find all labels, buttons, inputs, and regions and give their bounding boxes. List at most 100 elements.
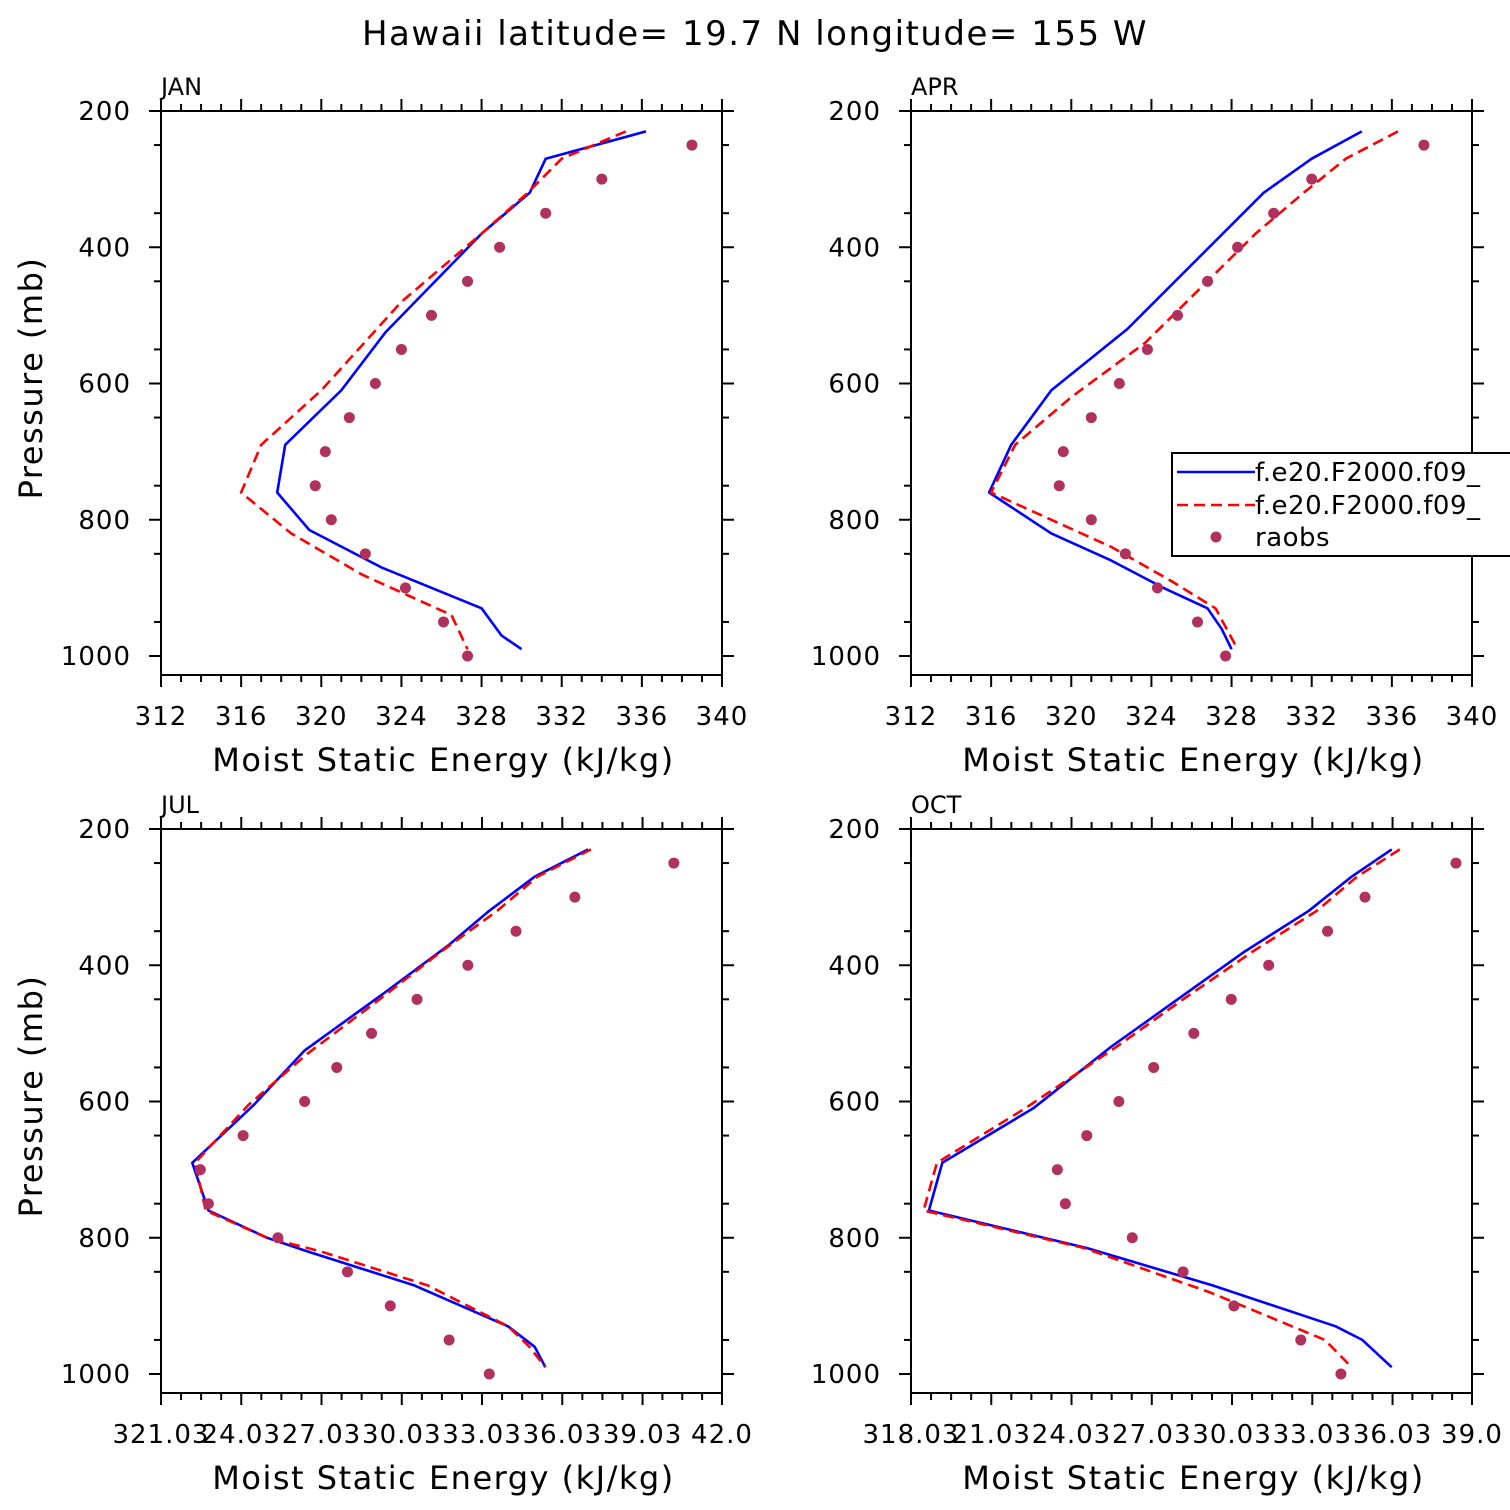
x-tick-label: 312 xyxy=(885,702,938,732)
series-group xyxy=(987,130,1430,662)
y-tick-label: 600 xyxy=(828,370,881,400)
raobs-point xyxy=(1148,1061,1160,1073)
y-tick-label: 800 xyxy=(828,1224,881,1254)
raobs-point xyxy=(494,241,506,253)
series-group xyxy=(239,130,698,662)
raobs-point xyxy=(1322,925,1334,937)
raobs-point xyxy=(425,309,437,321)
raobs-point xyxy=(1113,378,1125,389)
x-axis-title: Moist Static Energy (kJ/kg) xyxy=(962,1459,1424,1497)
plot-frame xyxy=(160,110,723,676)
raobs-point xyxy=(1268,207,1280,219)
raobs-point xyxy=(1335,1368,1347,1380)
panel-label: APR xyxy=(911,73,959,101)
x-tick-label: 27.03 xyxy=(282,1420,361,1450)
x-tick-label: 33.03 xyxy=(442,1420,521,1450)
x-tick-label: 321.03 xyxy=(113,1420,210,1450)
x-tick-label: 332 xyxy=(535,702,588,732)
x-tick-label: 320 xyxy=(1045,702,1098,732)
y-tick-label: 400 xyxy=(828,233,881,263)
raobs-point xyxy=(1228,1300,1240,1312)
x-tick-label: 42.0 xyxy=(691,1420,753,1450)
figure-title: Hawaii latitude= 19.7 N longitude= 155 W xyxy=(362,14,1148,54)
panel-jan: JAN 312 316 320 324 328 332 336 340 200 400 600 800 1… xyxy=(12,73,749,779)
raobs-point xyxy=(1220,650,1232,662)
x-tick-label: 21.03 xyxy=(952,1420,1031,1450)
raobs-point xyxy=(1202,275,1214,287)
x-tick-label: 39.03 xyxy=(603,1420,682,1450)
y-axis-title: Pressure (mb) xyxy=(12,975,50,1218)
x-tick-label: 316 xyxy=(965,702,1018,732)
x-tick-label: 320 xyxy=(295,702,348,732)
raobs-point xyxy=(1057,446,1069,458)
x-tick-label: 36.03 xyxy=(1353,1420,1432,1450)
y-axis-title: Pressure (mb) xyxy=(12,257,50,500)
legend-label: f.e20.F2000.f09_ xyxy=(1255,458,1481,488)
raobs-point xyxy=(1225,993,1237,1005)
y-tick-label: 200 xyxy=(828,97,881,127)
raobs-point xyxy=(1085,514,1097,526)
raobs-point xyxy=(309,480,321,492)
raobs-point xyxy=(1051,1164,1063,1176)
plot-frame xyxy=(910,828,1473,1394)
x-tick-label: 24.03 xyxy=(1032,1420,1111,1450)
x-tick-label: 30.03 xyxy=(1192,1420,1271,1450)
raobs-point xyxy=(1119,548,1131,560)
y-tick-label: 600 xyxy=(78,370,131,400)
y-tick-label: 200 xyxy=(78,97,131,127)
x-tick-label: 336 xyxy=(616,702,669,732)
y-tick-label: 600 xyxy=(78,1088,131,1118)
raobs-point xyxy=(1450,857,1462,869)
raobs-point xyxy=(1171,309,1183,321)
raobs-point xyxy=(1059,1198,1071,1210)
raobs-point xyxy=(438,616,450,628)
plot-frame xyxy=(160,828,723,1394)
series-line-solid xyxy=(275,130,647,651)
x-tick-label: 36.03 xyxy=(523,1420,602,1450)
x-tick-label: 324 xyxy=(375,702,428,732)
x-tick-label: 328 xyxy=(455,702,508,732)
raobs-point xyxy=(237,1130,249,1142)
y-tick-label: 400 xyxy=(78,951,131,981)
series-line-solid xyxy=(927,848,1393,1369)
series-line-solid xyxy=(191,848,589,1368)
raobs-point xyxy=(331,1061,343,1073)
y-tick-label: 800 xyxy=(828,506,881,536)
raobs-point xyxy=(1126,1232,1138,1244)
panel-label: OCT xyxy=(911,791,962,819)
series-line-dashed xyxy=(989,130,1399,650)
raobs-point xyxy=(202,1198,214,1210)
x-tick-label: 33.03 xyxy=(1273,1420,1352,1450)
x-tick-label: 336 xyxy=(1366,702,1419,732)
raobs-point xyxy=(343,412,355,424)
raobs-point xyxy=(325,514,337,526)
y-tick-label: 1000 xyxy=(61,1360,131,1390)
raobs-point xyxy=(1151,582,1163,594)
panel-label: JUL xyxy=(159,791,200,819)
y-tick-label: 400 xyxy=(828,951,881,981)
raobs-point xyxy=(510,925,522,937)
raobs-point xyxy=(1113,1096,1125,1107)
raobs-point xyxy=(462,959,474,971)
raobs-point xyxy=(1232,241,1244,253)
x-tick-label: 316 xyxy=(215,702,268,732)
raobs-point xyxy=(1141,343,1153,355)
x-tick-label: 324 xyxy=(1125,702,1178,732)
raobs-point xyxy=(1418,139,1430,151)
x-tick-label: 27.03 xyxy=(1112,1420,1191,1450)
raobs-point xyxy=(194,1164,206,1176)
raobs-point xyxy=(668,857,680,869)
raobs-point xyxy=(1295,1334,1307,1346)
y-tick-label: 400 xyxy=(78,233,131,263)
raobs-point xyxy=(1359,891,1371,903)
series-group xyxy=(922,848,1462,1380)
raobs-point xyxy=(1081,1130,1093,1142)
legend-label: f.e20.F2000.f09_ xyxy=(1255,491,1481,521)
x-tick-label: 318.03 xyxy=(863,1420,960,1450)
x-axis-title: Moist Static Energy (kJ/kg) xyxy=(212,741,674,779)
x-tick-label: 328 xyxy=(1205,702,1258,732)
x-tick-label: 340 xyxy=(696,702,749,732)
x-tick-label: 30.03 xyxy=(362,1420,441,1450)
series-line-solid xyxy=(987,130,1363,650)
